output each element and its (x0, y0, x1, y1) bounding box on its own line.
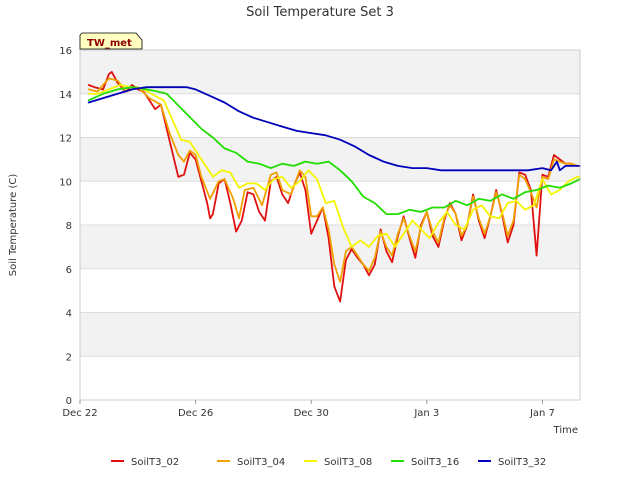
plot-band (80, 137, 580, 182)
legend-label: SoilT3_02 (131, 457, 179, 468)
y-axis-title: Soil Temperature (C) (8, 174, 19, 277)
legend-item: SoilT3_04 (217, 457, 285, 468)
legend-label: SoilT3_32 (498, 457, 546, 468)
y-tick-label: 12 (59, 134, 72, 145)
series-line-soilt3-04 (87, 77, 581, 283)
x-axis-ticks: Dec 22 Dec 26 Dec 30 Jan 3 Jan 7 (62, 400, 555, 419)
x-tick-label: Jan 7 (529, 408, 555, 419)
series-line-soilt3-08 (87, 84, 581, 248)
x-tick-label: Dec 22 (62, 408, 97, 419)
y-tick-label: 14 (59, 90, 72, 101)
legend-label: SoilT3_16 (411, 457, 459, 468)
y-tick-label: 6 (66, 265, 72, 276)
plot-band (80, 356, 580, 400)
y-axis-ticks: 0 2 4 6 8 10 12 14 16 (59, 46, 72, 407)
series-line-soilt3-16 (87, 86, 581, 216)
x-tick-label: Dec 26 (178, 408, 213, 419)
legend-item: SoilT3_08 (304, 457, 372, 468)
series-line-soilt3-32 (87, 86, 581, 172)
series-lines (87, 71, 581, 303)
y-tick-label: 0 (66, 396, 72, 407)
plot-frame (79, 49, 581, 401)
legend-item: SoilT3_16 (391, 457, 459, 468)
y-tick-label: 10 (59, 177, 72, 188)
legend: SoilT3_02 SoilT3_04 SoilT3_08 SoilT3_16 Soil… (111, 457, 546, 468)
x-tick-label: Jan 3 (413, 408, 439, 419)
legend-label: SoilT3_08 (324, 457, 372, 468)
legend-item: SoilT3_02 (111, 457, 179, 468)
plot-band (80, 312, 580, 357)
y-tick-label: 4 (66, 309, 72, 320)
station-badge: TW_met (79, 32, 143, 50)
y-tick-label: 2 (66, 352, 72, 363)
badge-label: TW_met (87, 38, 132, 49)
plot-band (80, 181, 580, 225)
legend-item: SoilT3_32 (478, 457, 546, 468)
x-axis-title: Time (553, 425, 578, 436)
y-tick-label: 8 (66, 221, 72, 232)
plot-band (80, 268, 580, 313)
y-tick-label: 16 (59, 46, 72, 57)
x-tick-label: Dec 30 (294, 408, 329, 419)
legend-label: SoilT3_04 (237, 457, 285, 468)
badge-shape (79, 32, 143, 50)
chart-title: Soil Temperature Set 3 (246, 5, 394, 20)
